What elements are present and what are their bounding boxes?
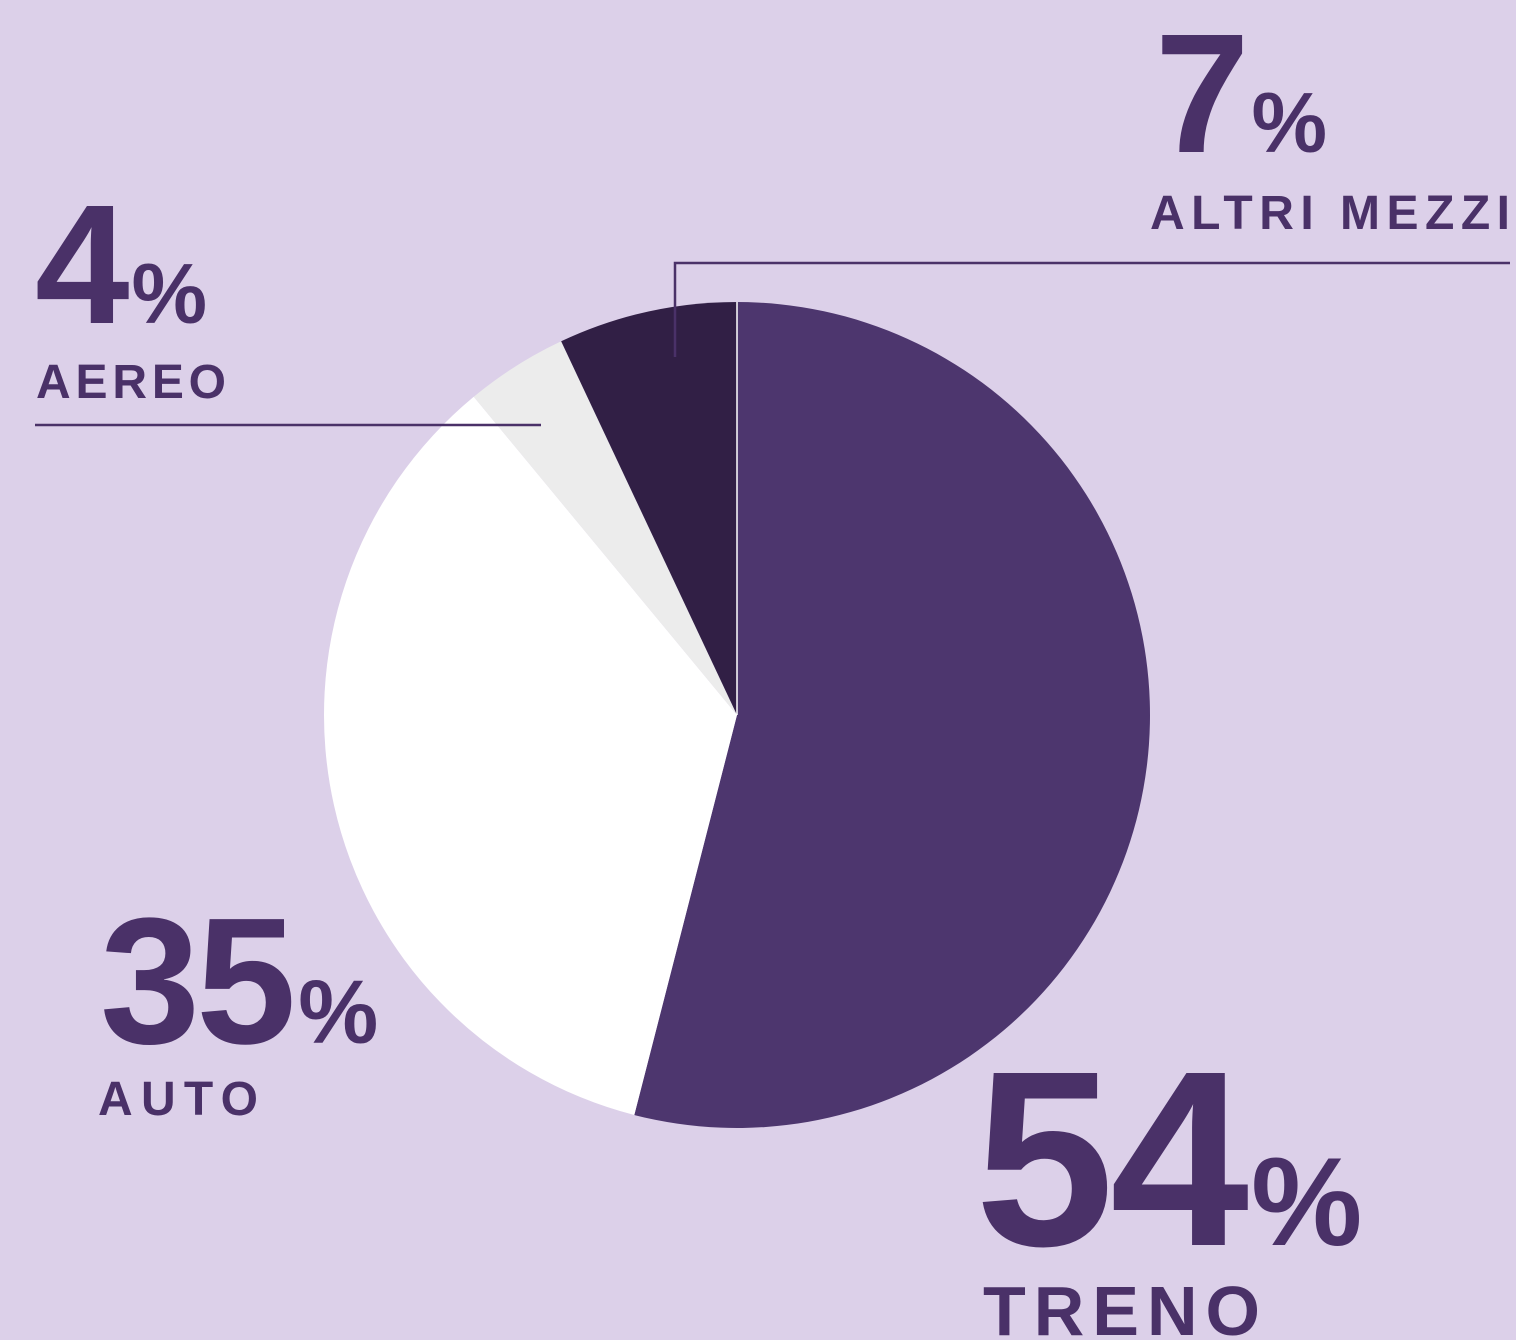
value-label: 4% [35,170,207,360]
value-label: 54% [975,1019,1362,1298]
value-label: 35% [100,881,378,1082]
value-unit: % [298,963,378,1063]
value-unit: % [1251,1133,1362,1272]
value-unit: % [1252,76,1328,171]
value-label: 7% [1155,0,1327,189]
category-label: AEREO [36,356,226,409]
value-unit: % [132,247,208,342]
pie-slice [561,302,737,715]
value-number: 54 [975,1019,1248,1298]
value-number: 7 [1155,0,1246,189]
category-label: TRENO [983,1272,1260,1340]
leader-line [673,261,1510,357]
value-number: 35 [100,881,292,1082]
pie-slice [634,302,1150,1128]
value-number: 4 [35,170,129,360]
pie-slice [473,341,737,715]
pie-slice [323,396,737,1116]
category-label: ALTRI MEZZI [1150,187,1510,240]
pie [323,302,1150,1128]
